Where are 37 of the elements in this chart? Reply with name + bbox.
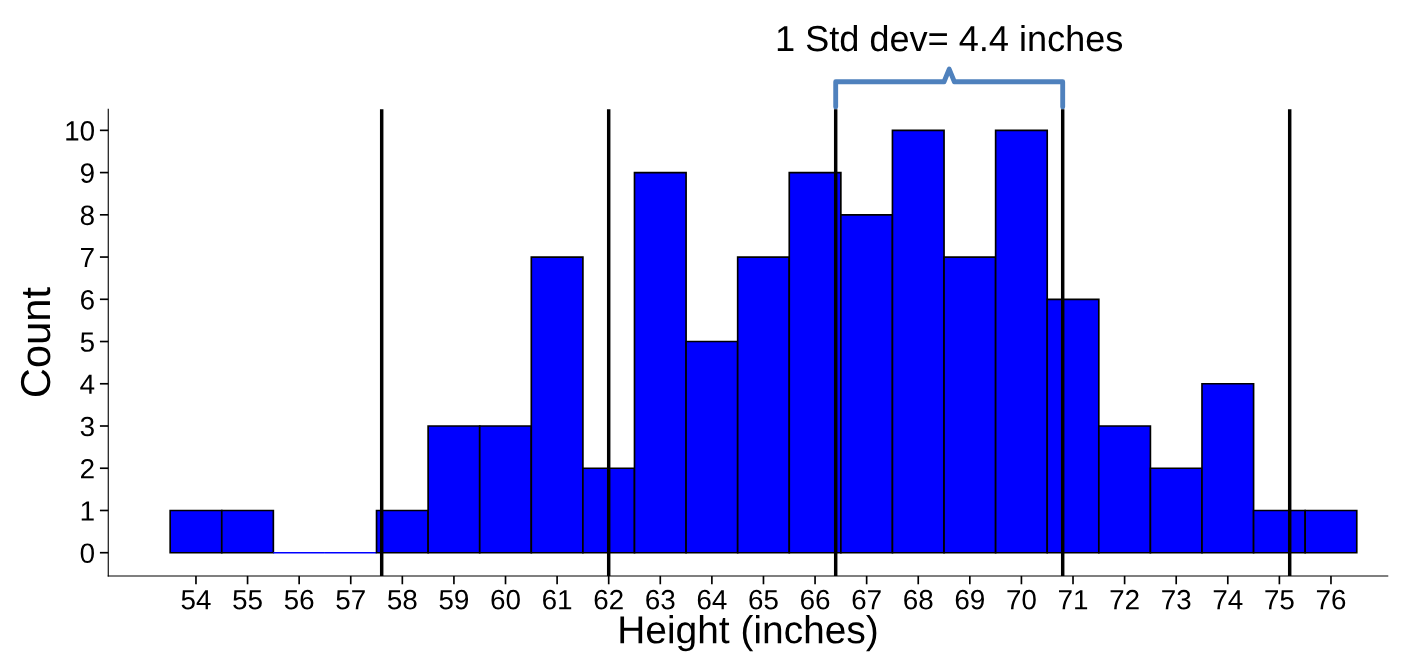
y-axis-title: Count [20,287,51,397]
x-tick-label: 74 [1213,590,1243,610]
x-axis-title: Height (inches) [620,615,877,652]
x-tick-label: 71 [1058,590,1088,610]
x-tick-label: 62 [594,589,623,610]
x-tick-label: 64 [697,589,727,610]
y-tick-label: 7 [81,248,94,268]
x-tick-label: 60 [491,589,520,610]
x-tick-label: 65 [749,589,778,610]
x-tick-label: 73 [1162,589,1191,610]
x-tick-label: 76 [1316,589,1346,610]
y-tick-label: 0 [80,543,94,564]
x-tick-label: 58 [388,589,417,610]
text: 1 Std dev= 4.4 inches [777,24,1123,52]
x-tick-label: 61 [543,589,572,610]
x-tick-label: 63 [646,589,675,610]
x-tick-label: 67 [852,589,881,610]
x-tick-label: 66 [801,589,830,610]
y-tick-label: 10 [66,121,94,141]
x-tick-label: 54 [181,590,211,610]
x-tick-label: 59 [439,589,469,610]
x-tick-label: 68 [904,589,933,610]
x-tick-label: 56 [284,589,314,610]
x-tick-label: 57 [336,590,365,610]
x-tick-label: 72 [1110,589,1139,610]
x-tick-label: 75 [1265,590,1294,610]
y-tick-label: 2 [81,458,94,479]
y-tick-label: 6 [81,289,94,310]
y-tick-label: 9 [80,163,94,183]
y-tick-label: 8 [80,205,94,226]
y-tick-label: 3 [80,416,94,437]
x-tick-label: 55 [233,590,262,610]
y-tick-label: 5 [80,332,94,352]
x-tick-label: 69 [955,589,984,610]
x-tick-label: 70 [1007,589,1036,610]
y-tick-label: 1 [81,501,94,521]
y-tick-label: 4 [80,374,95,394]
